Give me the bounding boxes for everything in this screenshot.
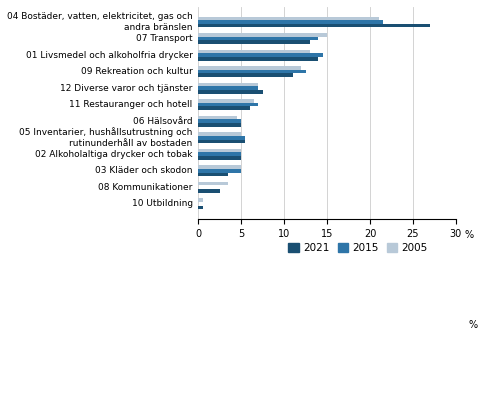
Bar <box>198 106 250 110</box>
Bar <box>198 198 203 202</box>
Bar <box>198 165 241 169</box>
Bar <box>198 206 203 209</box>
Bar <box>198 156 241 160</box>
Bar <box>198 116 237 119</box>
Bar <box>198 50 310 53</box>
Bar <box>198 136 246 139</box>
Text: %: % <box>469 320 478 330</box>
Bar <box>198 139 246 143</box>
Bar <box>198 182 228 186</box>
Bar <box>198 17 379 20</box>
Bar <box>198 99 254 103</box>
Bar <box>198 87 258 90</box>
Text: %: % <box>464 230 473 240</box>
Bar <box>198 189 219 193</box>
Bar <box>198 66 301 70</box>
Bar <box>198 57 319 61</box>
Bar <box>198 83 258 87</box>
Bar <box>198 37 319 40</box>
Bar <box>198 40 310 44</box>
Bar <box>198 24 430 27</box>
Bar <box>198 132 241 136</box>
Bar <box>198 53 323 57</box>
Bar <box>198 119 241 123</box>
Bar <box>198 123 241 126</box>
Bar <box>198 169 241 173</box>
Bar <box>198 152 241 156</box>
Legend: 2021, 2015, 2005: 2021, 2015, 2005 <box>284 239 432 258</box>
Bar <box>198 33 327 37</box>
Bar <box>198 149 241 152</box>
Bar <box>198 173 228 176</box>
Bar <box>198 103 258 106</box>
Bar <box>198 20 383 24</box>
Bar <box>198 70 305 74</box>
Bar <box>198 90 263 94</box>
Bar <box>198 74 293 77</box>
